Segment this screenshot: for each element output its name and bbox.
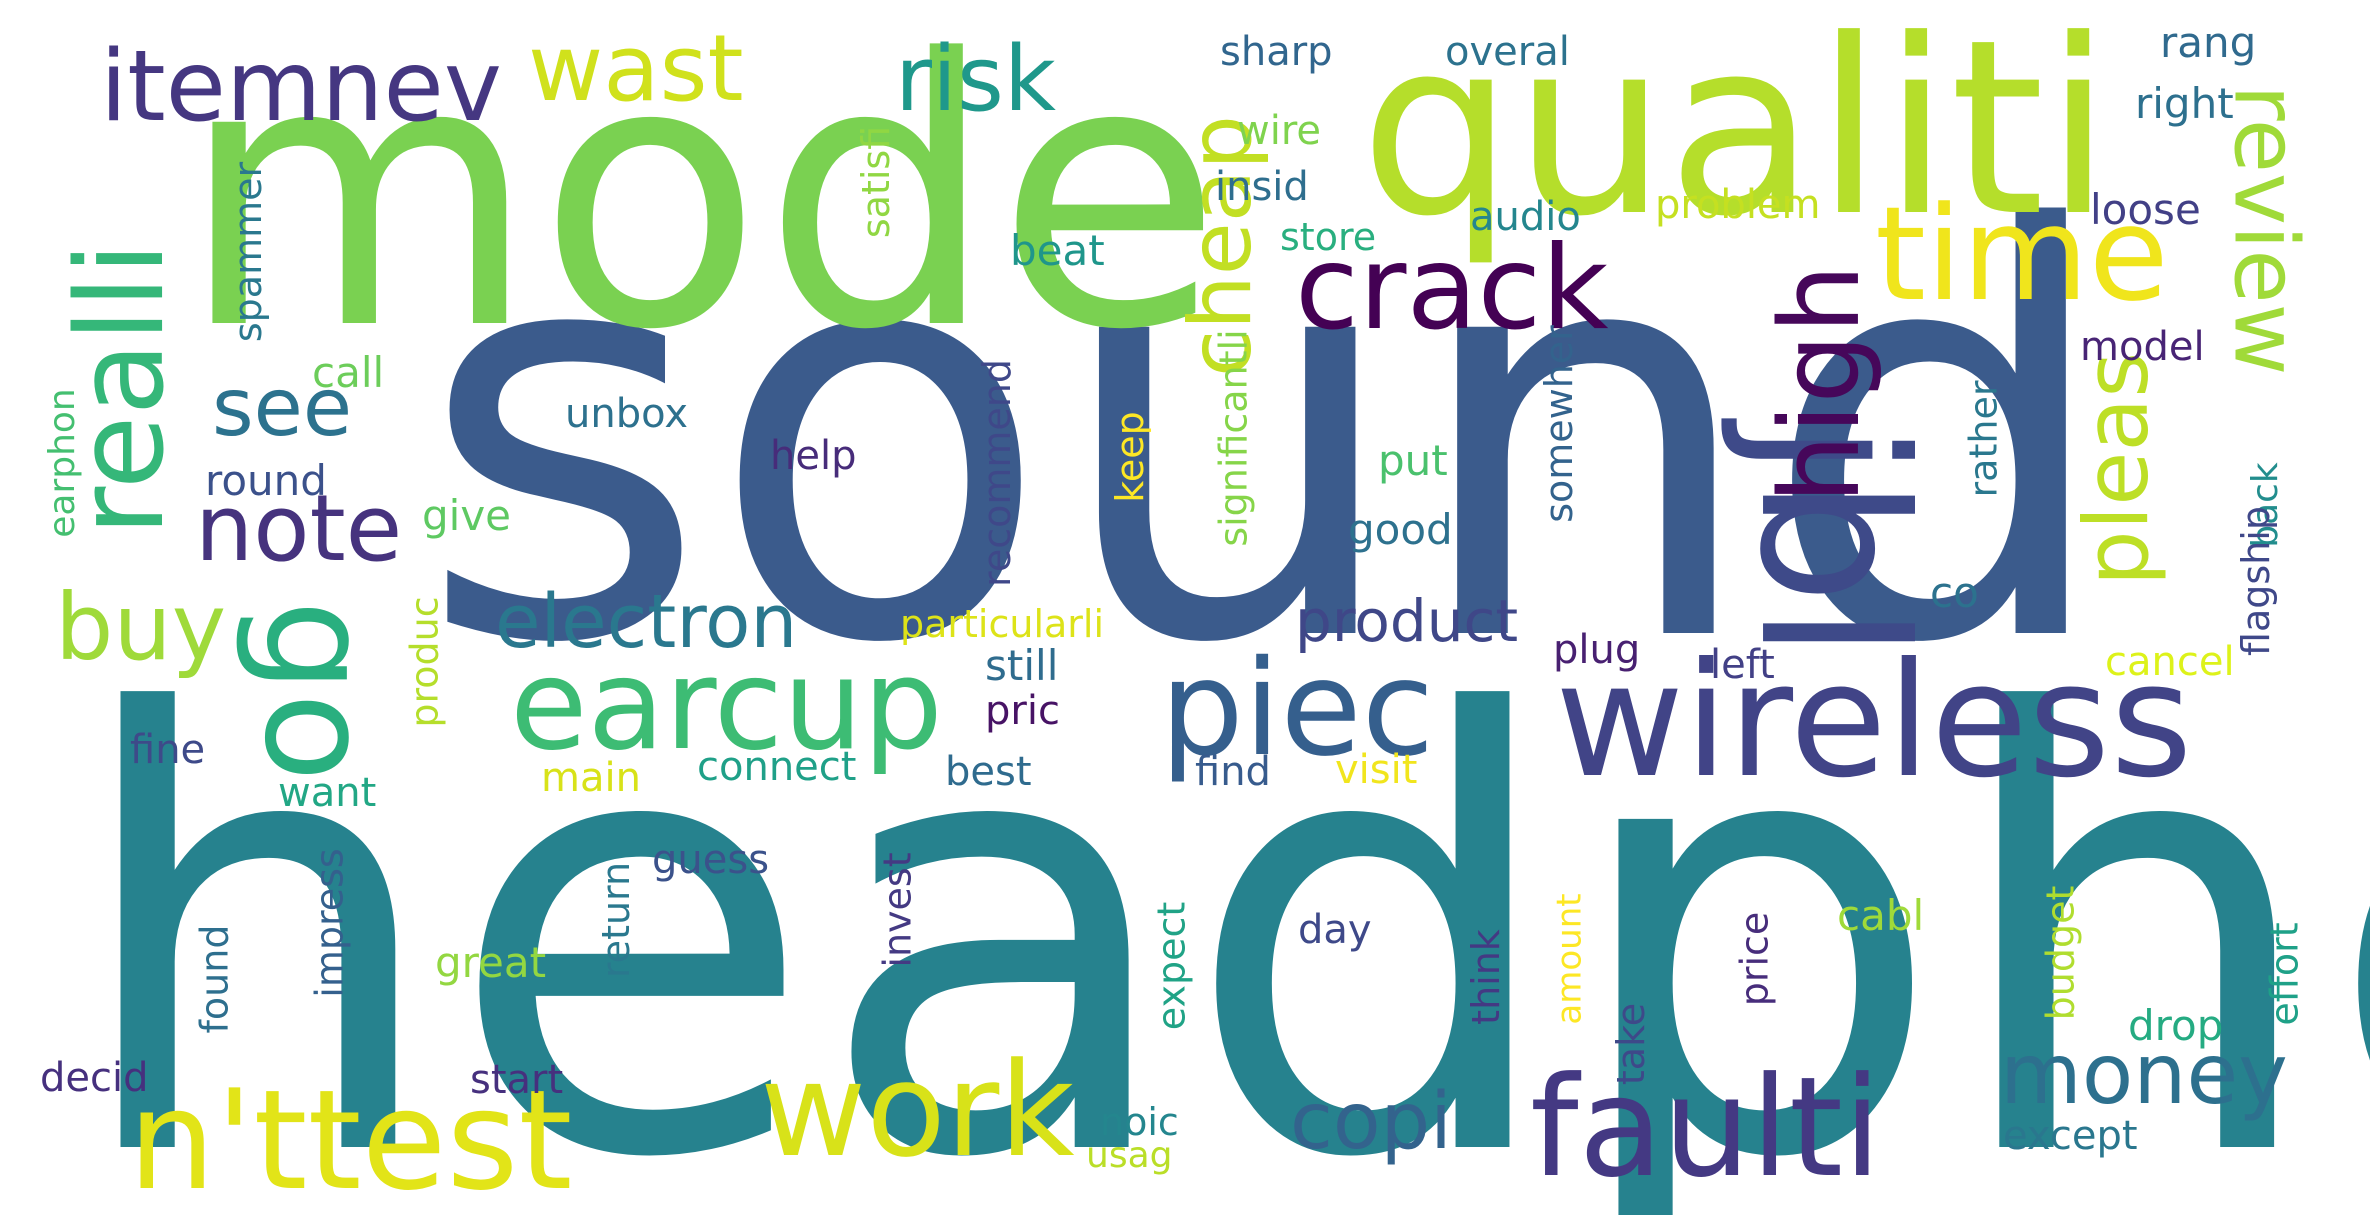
word-see: see	[212, 361, 353, 454]
word-guess: guess	[652, 837, 770, 883]
word-risk: risk	[895, 27, 1057, 132]
word-mode: mode	[179, 0, 1223, 410]
word-start: start	[470, 1057, 564, 1103]
word-insid: insid	[1215, 164, 1309, 210]
word-best: best	[945, 749, 1032, 795]
word-think: think	[1463, 929, 1508, 1025]
word-high: high	[1755, 264, 1884, 504]
word-work: work	[760, 1034, 1075, 1186]
word-rather: rather	[1961, 380, 2006, 498]
word-invest: invest	[875, 852, 920, 968]
word-loose: loose	[2090, 185, 2201, 234]
word-flagship: flagship	[2233, 506, 2278, 656]
word-recommend: recommend	[974, 359, 1019, 587]
word-sharp: sharp	[1220, 29, 1333, 75]
word-amount: amount	[1549, 893, 1590, 1025]
word-except: except	[2003, 1113, 2138, 1159]
word-produc: produc	[402, 596, 447, 728]
word-problem: problem	[1655, 182, 1821, 228]
word-spammer: spammer	[226, 161, 271, 343]
word-somewher: somewher	[1536, 325, 1581, 523]
word-still: still	[985, 641, 1059, 690]
word-main: main	[541, 755, 641, 801]
word-money: money	[2000, 1025, 2288, 1123]
word-go: go	[232, 599, 403, 783]
word-crack: crack	[1295, 221, 1609, 356]
word-call: call	[312, 348, 385, 397]
word-drop: drop	[2128, 1001, 2224, 1050]
word-give: give	[422, 491, 512, 540]
word-budget: budget	[2038, 885, 2083, 1021]
word-piec: piec	[1160, 632, 1435, 786]
word-expect: expect	[1149, 901, 1194, 1031]
word-product: product	[1295, 587, 1519, 655]
word-take: take	[1609, 1002, 1654, 1086]
word-plug: plug	[1553, 627, 1641, 673]
word-left: left	[1710, 642, 1775, 688]
word-pleas: pleas	[2065, 351, 2169, 587]
word-fine: fine	[130, 727, 206, 773]
word-qualiti: qualiti	[1360, 0, 2112, 270]
word-earcup: earcup	[510, 631, 943, 778]
word-decid: decid	[40, 1055, 149, 1101]
word-sound: sound	[417, 114, 2117, 766]
word-want: want	[278, 770, 377, 816]
word-itemnev: itemnev	[100, 30, 502, 144]
word-audio: audio	[1470, 194, 1581, 240]
word-review: review	[2214, 84, 2318, 376]
word-note: note	[195, 475, 403, 582]
word-model: model	[2080, 324, 2205, 370]
word-day: day	[1298, 907, 1372, 953]
word-n-ttest: n'ttest	[128, 1060, 573, 1215]
word-headphon: headphon	[66, 590, 2370, 1215]
word-round: round	[205, 456, 327, 505]
word-impress: impress	[307, 848, 352, 998]
word-store: store	[1280, 215, 1377, 259]
word-wire: wire	[1237, 108, 1322, 154]
word-overal: overal	[1445, 29, 1570, 75]
word-particularli: particularli	[900, 602, 1105, 646]
word-visit: visit	[1335, 747, 1418, 793]
word-copi: copi	[1290, 1077, 1452, 1167]
word-beat: beat	[1010, 226, 1105, 275]
word-co: co	[1930, 568, 1979, 617]
word-unbox: unbox	[565, 391, 689, 437]
word-earphon: earphon	[41, 388, 83, 538]
word-faulti: faulti	[1530, 1047, 1882, 1208]
word-wast: wast	[528, 15, 744, 122]
word-put: put	[1378, 436, 1448, 485]
word-electron: electron	[495, 579, 798, 665]
word-find: find	[1195, 749, 1271, 795]
word-keep: keep	[1107, 411, 1152, 503]
word-cancel: cancel	[2105, 639, 2235, 685]
word-good: good	[1348, 505, 1453, 554]
word-cabl: cabl	[1837, 891, 1925, 940]
word-found: found	[192, 924, 237, 1034]
word-pric: pric	[985, 688, 1060, 734]
word-wireless: wireless	[1555, 629, 2193, 813]
word-help: help	[770, 433, 857, 479]
word-great: great	[435, 938, 547, 987]
word-price: price	[1732, 911, 1777, 1007]
word-time: time	[1875, 178, 2169, 330]
word-buy: buy	[55, 574, 227, 681]
word-noic: noic	[1100, 1100, 1179, 1144]
word-return: return	[594, 861, 639, 979]
word-significantli: significantli	[1211, 329, 1256, 547]
word-right: right	[2135, 79, 2234, 128]
word-connect: connect	[697, 744, 857, 790]
word-satisfi: satisfi	[854, 125, 899, 239]
word-usag: usag	[1086, 1135, 1173, 1176]
word-rang: rang	[2160, 18, 2257, 67]
word-effort: effort	[2262, 922, 2307, 1026]
